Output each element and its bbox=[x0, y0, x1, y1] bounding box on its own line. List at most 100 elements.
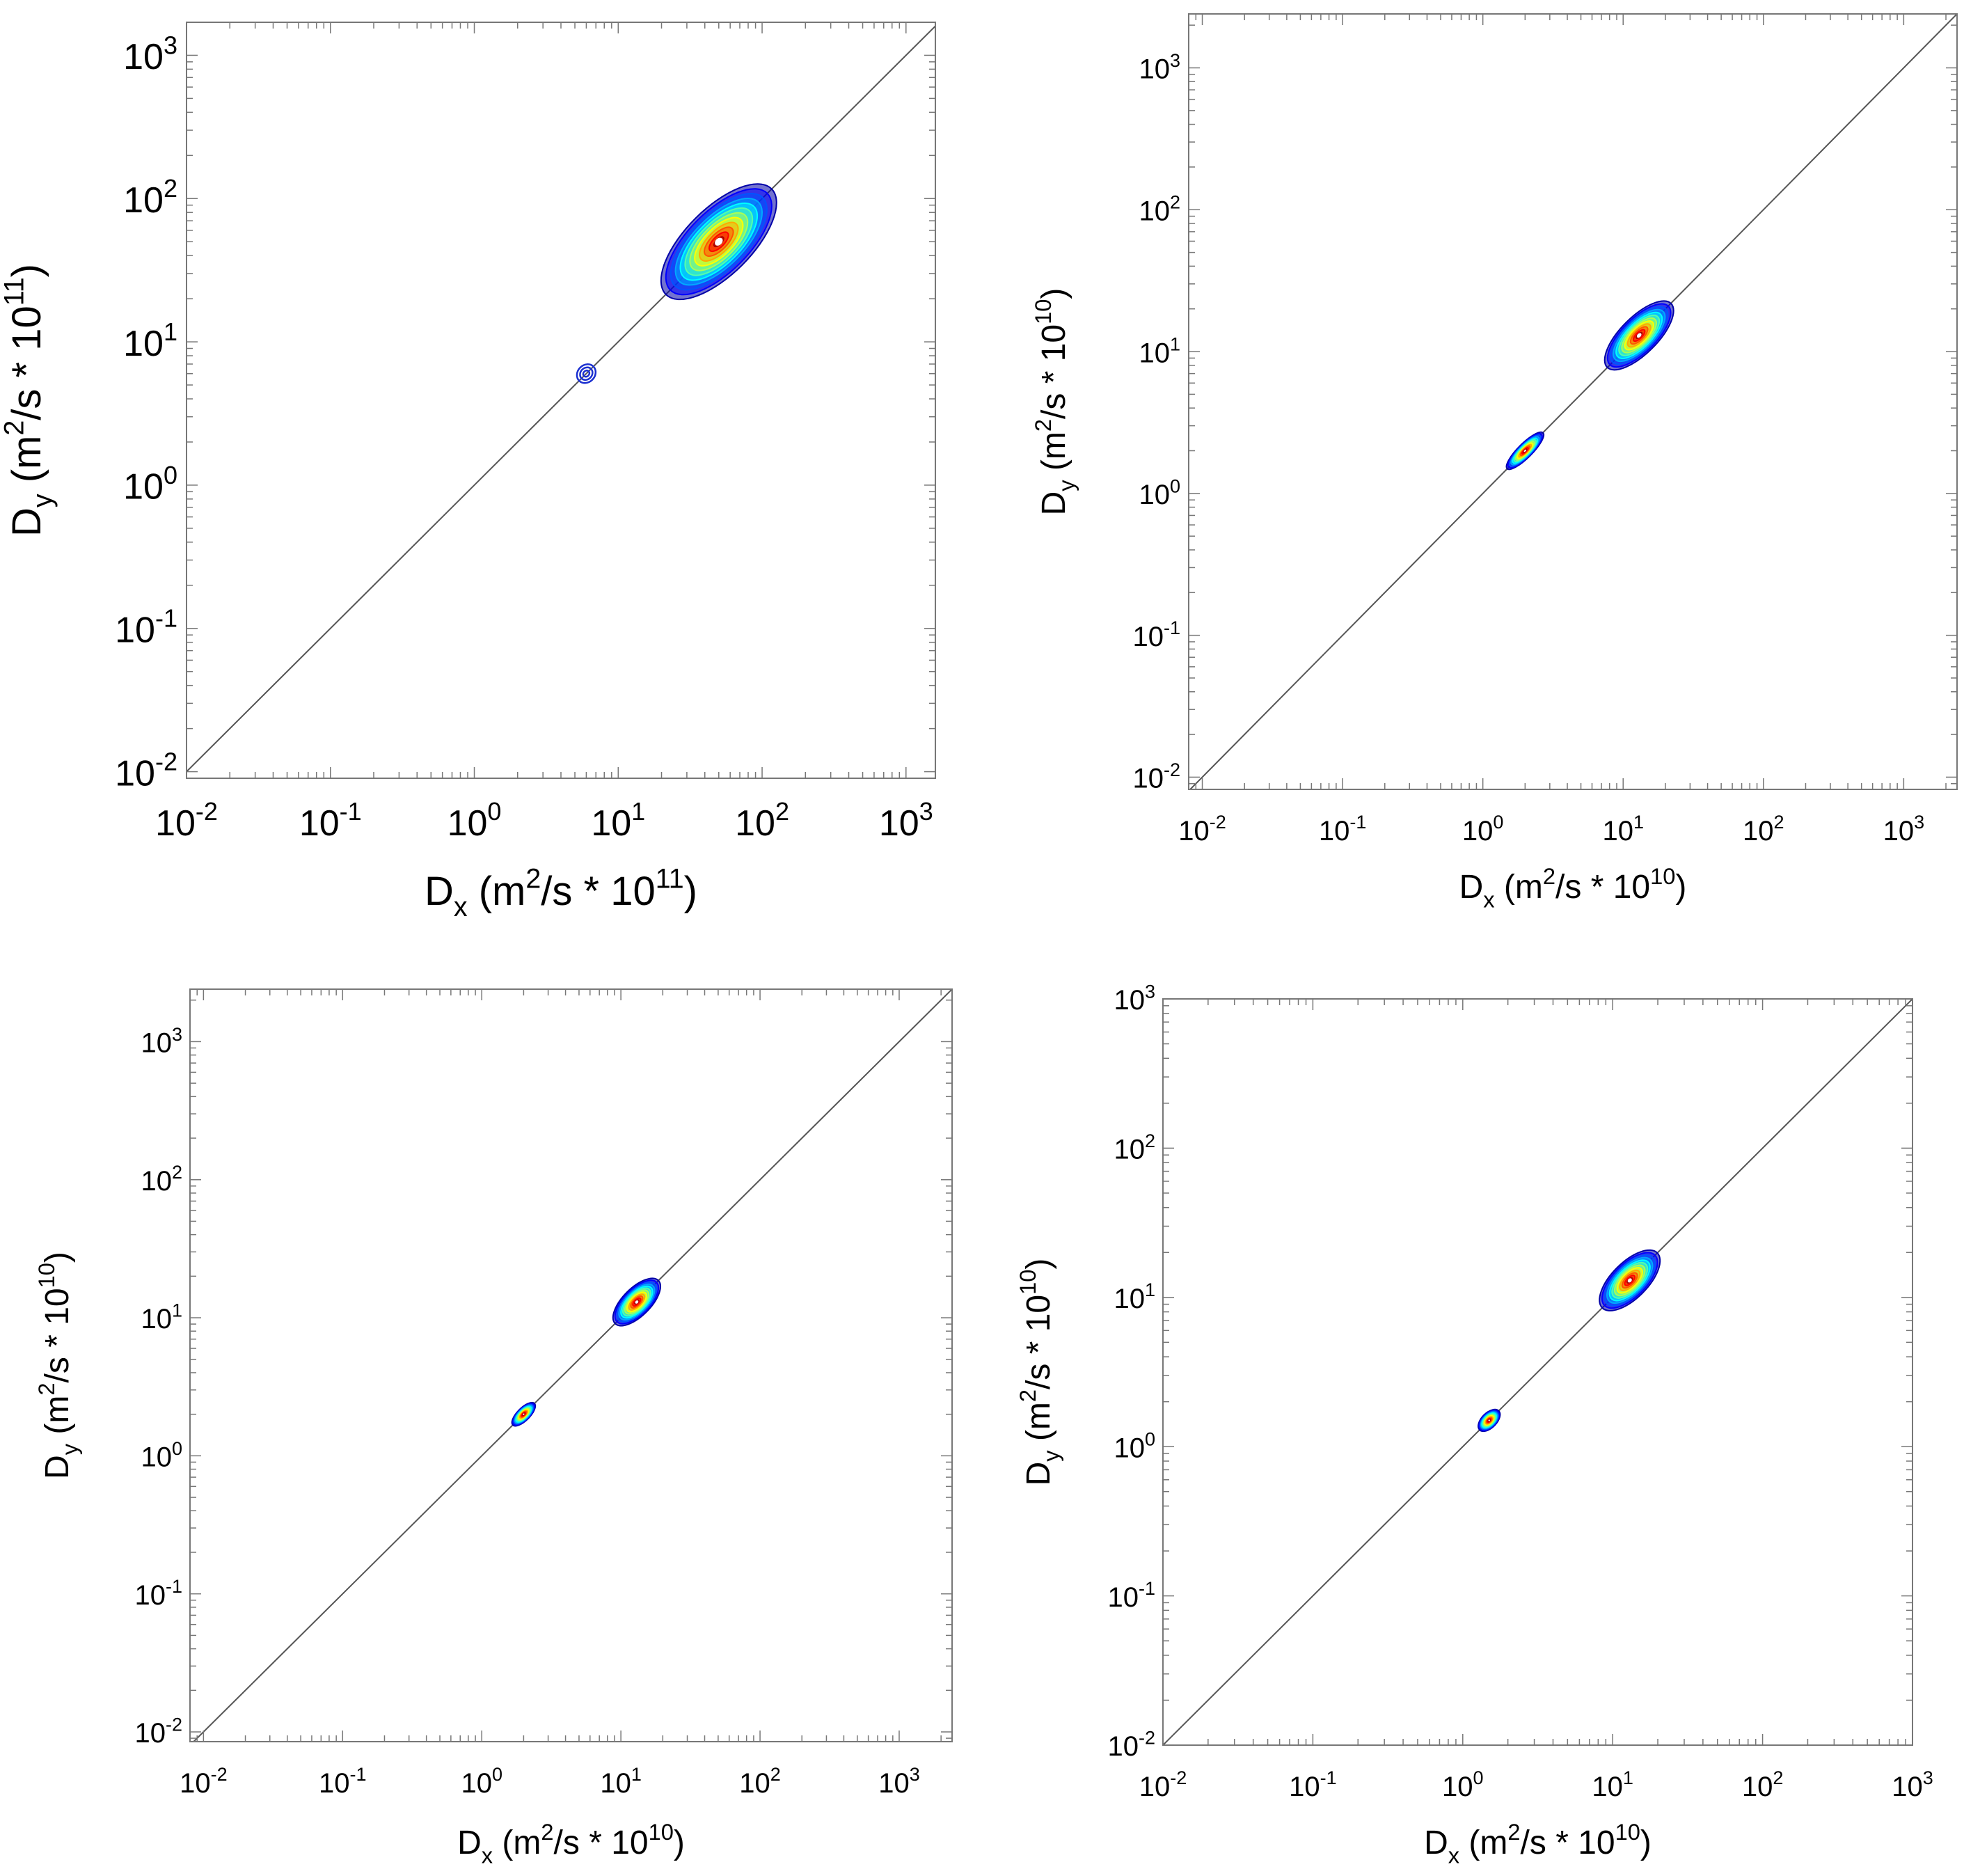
tick-base: 10 bbox=[134, 1718, 166, 1749]
y-tick-label: 10-2 bbox=[1107, 1727, 1155, 1762]
tick-base: 10 bbox=[1132, 622, 1164, 652]
identity-line bbox=[1163, 999, 1912, 1745]
tick-exponent: 3 bbox=[164, 31, 177, 59]
minor-ticks bbox=[1188, 14, 1957, 789]
tick-exponent: -2 bbox=[155, 748, 177, 776]
axes-frame bbox=[1162, 998, 1913, 1746]
tick-exponent: 1 bbox=[164, 317, 177, 346]
tick-base: 10 bbox=[155, 803, 196, 844]
tick-exponent: 3 bbox=[172, 1024, 182, 1045]
tick-base: 10 bbox=[123, 37, 164, 77]
panel-top-right: 10-2 10-1 100 101 102 10310-210-1100101102103… bbox=[1030, 13, 1958, 913]
x-tick-label: 10-1 bbox=[319, 1764, 367, 1799]
tick-base: 10 bbox=[1442, 1772, 1473, 1802]
x-tick-label: 10-1 bbox=[1319, 812, 1367, 846]
y-axis-label: Dy (m2/s * 1010) bbox=[1030, 288, 1079, 516]
tick-exponent: 3 bbox=[919, 797, 933, 826]
tick-base: 10 bbox=[461, 1768, 492, 1799]
tick-exponent: -1 bbox=[1349, 812, 1366, 833]
tick-base: 10 bbox=[879, 803, 919, 844]
x-tick-label: 10-1 bbox=[299, 797, 362, 844]
x-tick-label: 100 bbox=[461, 1764, 502, 1799]
contour-peak bbox=[1488, 1419, 1490, 1421]
x-tick-label: 10-1 bbox=[1289, 1767, 1337, 1802]
tick-base: 10 bbox=[299, 803, 340, 844]
tick-exponent: 0 bbox=[164, 461, 177, 489]
tick-exponent: 2 bbox=[770, 1764, 781, 1785]
x-axis-label: Dx (m2/s * 1010) bbox=[1459, 863, 1687, 913]
x-tick-label: 103 bbox=[878, 1764, 920, 1799]
minor-ticks bbox=[1162, 998, 1913, 1746]
y-tick-label: 103 bbox=[1114, 981, 1155, 1016]
panel-bottom-left: 10-2 10-1 100 101 102 10310-210-1100101102103… bbox=[33, 988, 953, 1868]
tick-base: 10 bbox=[739, 1768, 770, 1799]
x-tick-label: 100 bbox=[1462, 812, 1504, 846]
y-tick-label: 10-2 bbox=[1132, 759, 1180, 794]
y-tick-label: 10-1 bbox=[134, 1576, 182, 1611]
tick-exponent: 1 bbox=[1623, 1767, 1633, 1788]
tick-exponent: 1 bbox=[172, 1300, 182, 1321]
tick-base: 10 bbox=[1107, 1731, 1139, 1762]
contour-cluster bbox=[1599, 1249, 1661, 1311]
y-axis-label: Dy (m2/s * 1010) bbox=[1015, 1259, 1064, 1486]
y-tick-label: 10-2 bbox=[134, 1714, 182, 1749]
tick-base: 10 bbox=[1139, 480, 1170, 510]
tick-base: 10 bbox=[115, 610, 155, 651]
tick-exponent: 3 bbox=[1170, 50, 1180, 71]
tick-exponent: 1 bbox=[631, 1764, 642, 1785]
y-tick-label: 10-2 bbox=[115, 748, 177, 794]
contour-cluster bbox=[511, 1401, 537, 1427]
y-tick-label: 103 bbox=[123, 31, 177, 77]
x-tick-label: 100 bbox=[1442, 1767, 1484, 1802]
tick-exponent: 2 bbox=[172, 1162, 182, 1183]
tick-base: 10 bbox=[180, 1768, 211, 1799]
tick-exponent: 0 bbox=[172, 1438, 182, 1459]
contour-level bbox=[576, 363, 597, 384]
tick-exponent: 2 bbox=[1773, 1767, 1783, 1788]
y-tick-label: 100 bbox=[141, 1438, 182, 1473]
tick-exponent: 3 bbox=[1145, 981, 1155, 1002]
tick-base: 10 bbox=[1139, 54, 1170, 85]
y-tick-label: 102 bbox=[123, 174, 177, 221]
y-tick-label: 102 bbox=[1114, 1130, 1155, 1165]
y-tick-label: 103 bbox=[141, 1024, 182, 1059]
contour-peak bbox=[1627, 1278, 1632, 1283]
minor-ticks bbox=[189, 989, 952, 1742]
y-tick-label: 10-1 bbox=[115, 604, 177, 651]
y-tick-label: 101 bbox=[1114, 1279, 1155, 1314]
y-tick-label: 101 bbox=[141, 1300, 182, 1334]
x-tick-label: 10-2 bbox=[180, 1764, 228, 1799]
y-axis-label: Dy (m2/s * 1010) bbox=[33, 1252, 83, 1479]
tick-base: 10 bbox=[1139, 1772, 1171, 1802]
x-tick-label: 102 bbox=[1742, 1767, 1784, 1802]
tick-base: 10 bbox=[591, 803, 631, 844]
x-tick-label: 102 bbox=[739, 1764, 781, 1799]
tick-exponent: 2 bbox=[164, 174, 177, 203]
tick-base: 10 bbox=[1462, 816, 1494, 846]
plot-area bbox=[187, 22, 935, 778]
tick-base: 10 bbox=[123, 180, 164, 221]
tick-base: 10 bbox=[1114, 1135, 1145, 1165]
axes-frame bbox=[189, 988, 953, 1742]
y-tick-label: 100 bbox=[1139, 475, 1180, 510]
tick-base: 10 bbox=[141, 1166, 172, 1197]
tick-exponent: 0 bbox=[1170, 475, 1180, 496]
y-tick-label: 100 bbox=[1114, 1429, 1155, 1464]
tick-base: 10 bbox=[1139, 196, 1170, 226]
y-tick-label: 103 bbox=[1139, 50, 1180, 85]
tick-exponent: 0 bbox=[487, 797, 501, 826]
x-tick-label: 101 bbox=[1602, 812, 1644, 846]
tick-exponent: 0 bbox=[1145, 1429, 1155, 1450]
tick-exponent: -2 bbox=[166, 1714, 182, 1735]
tick-base: 10 bbox=[878, 1768, 910, 1799]
tick-exponent: -2 bbox=[1139, 1727, 1155, 1748]
contour-cluster bbox=[660, 183, 777, 301]
tick-base: 10 bbox=[123, 324, 164, 364]
tick-base: 10 bbox=[123, 467, 164, 507]
tick-exponent: 1 bbox=[1633, 812, 1644, 833]
tick-base: 10 bbox=[448, 803, 488, 844]
contour-cluster bbox=[1478, 1408, 1501, 1433]
y-axis-label: Dy (m2/s * 1011) bbox=[0, 264, 58, 537]
tick-base: 10 bbox=[1139, 338, 1170, 368]
tick-exponent: -1 bbox=[1164, 617, 1180, 638]
